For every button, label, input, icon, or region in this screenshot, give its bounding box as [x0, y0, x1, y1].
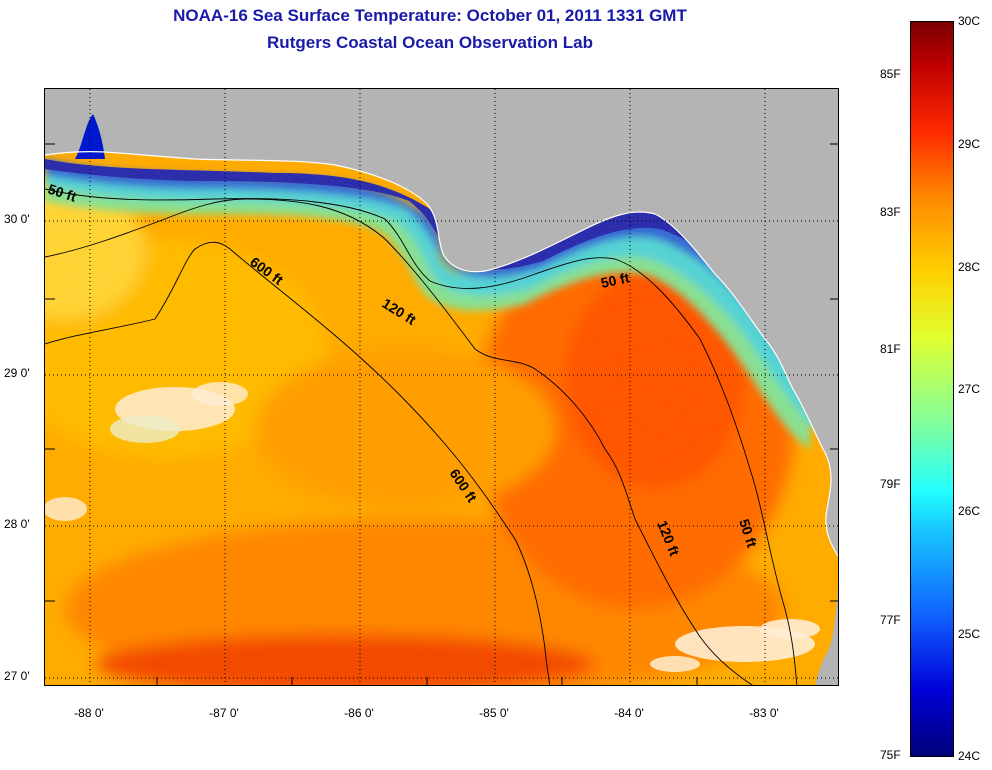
contour-50ft	[45, 188, 798, 685]
colorbar-fahrenheit-label: 81F	[880, 342, 901, 356]
contour-120ft	[45, 198, 753, 685]
lon-tick-label: -87 0'	[209, 706, 239, 720]
frame-ticks	[45, 143, 838, 685]
coastline	[45, 151, 838, 557]
lon-tick-label: -85 0'	[479, 706, 509, 720]
lon-tick-label: -83 0'	[749, 706, 779, 720]
land-southeast	[815, 585, 838, 685]
colorbar-fahrenheit-label: 77F	[880, 613, 901, 627]
graticule	[45, 89, 838, 685]
lat-tick-label: 28 0'	[4, 517, 30, 531]
lon-tick-label: -84 0'	[614, 706, 644, 720]
colorbar-celsius-label: 29C	[958, 137, 981, 151]
contour-600ft	[45, 241, 551, 685]
land-north	[45, 89, 838, 556]
map-subtitle: Rutgers Coastal Ocean Observation Lab	[267, 33, 593, 52]
colorbar-celsius-label: 24C	[958, 749, 981, 763]
mobile-bay	[75, 114, 105, 159]
colorbar-fahrenheit-label: 83F	[880, 205, 901, 219]
sst-map: 50 ft 600 ft 120 ft 50 ft 600 ft 120 ft …	[44, 88, 839, 686]
colorbar-fahrenheit-label: 79F	[880, 477, 901, 491]
map-title: NOAA-16 Sea Surface Temperature: October…	[173, 6, 687, 25]
sst-map-canvas: 50 ft 600 ft 120 ft 50 ft 600 ft 120 ft …	[45, 89, 838, 685]
colorbar-celsius-label: 28C	[958, 260, 981, 274]
colorbar-fahrenheit-label: 75F	[880, 748, 901, 762]
colorbar-celsius-label: 26C	[958, 504, 981, 518]
temperature-colorbar	[910, 21, 954, 757]
lon-tick-label: -86 0'	[344, 706, 374, 720]
colorbar-fahrenheit-label: 85F	[880, 67, 901, 81]
colorbar-celsius-label: 30C	[958, 14, 981, 28]
colorbar-celsius-label: 27C	[958, 382, 981, 396]
lon-tick-label: -88 0'	[74, 706, 104, 720]
contour-label-50ft-northeast: 50 ft	[599, 269, 631, 291]
colorbar-celsius-label: 25C	[958, 627, 981, 641]
lat-tick-label: 30 0'	[4, 212, 30, 226]
lat-tick-label: 29 0'	[4, 366, 30, 380]
bathymetry-contours	[45, 188, 798, 685]
lat-tick-label: 27 0'	[4, 669, 30, 683]
